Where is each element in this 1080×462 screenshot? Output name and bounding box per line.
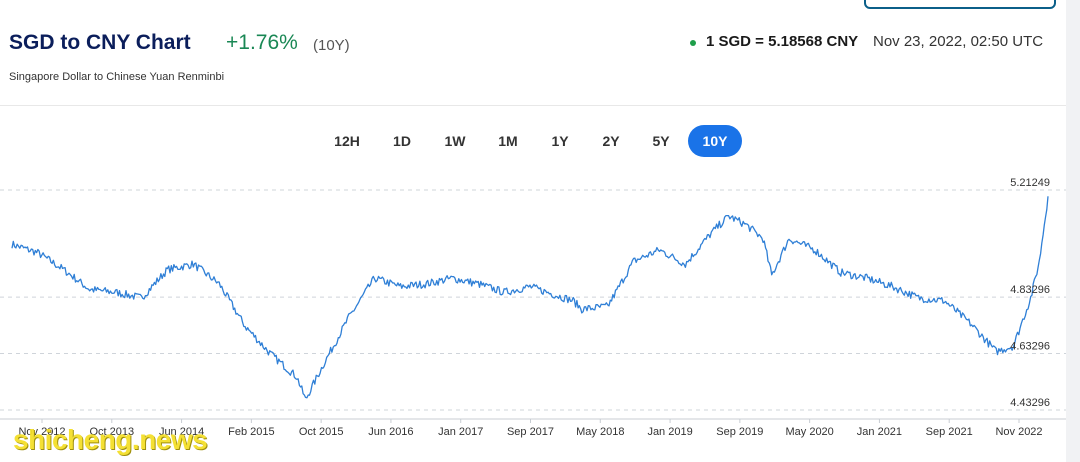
y-tick-label: 4.43296	[1010, 397, 1050, 409]
chart-title: SGD to CNY Chart	[9, 31, 191, 54]
tab-1m[interactable]: 1M	[498, 133, 518, 149]
x-tick-label: Feb 2015	[228, 426, 274, 438]
rate-timestamp: Nov 23, 2022, 02:50 UTC	[873, 33, 1044, 50]
live-status-dot-icon	[690, 40, 696, 46]
tab-12h[interactable]: 12H	[334, 133, 360, 149]
x-tick-label: Oct 2013	[89, 426, 134, 438]
tab-5y[interactable]: 5Y	[652, 133, 670, 149]
y-tick-label: 4.63296	[1010, 341, 1050, 353]
tab-1d[interactable]: 1D	[393, 133, 411, 149]
x-tick-label: Jan 2017	[438, 426, 483, 438]
x-tick-label: May 2020	[785, 426, 833, 438]
price-line-chart[interactable]: 5.21249 4.83296 4.63296 4.43296 Nov 2012 Oct …	[0, 170, 1066, 462]
x-tick-label: Sep 2017	[507, 426, 554, 438]
exchange-rate: 1 SGD = 5.18568 CNY	[706, 33, 859, 50]
x-tick-label: Jan 2021	[857, 426, 902, 438]
y-tick-label: 4.83296	[1010, 284, 1050, 296]
x-tick-label: Jun 2016	[368, 426, 413, 438]
y-tick-label: 5.21249	[1010, 177, 1050, 189]
x-tick-label: Jun 2014	[159, 426, 204, 438]
x-tick-label: Sep 2019	[716, 426, 763, 438]
x-tick-label: Nov 2012	[18, 426, 65, 438]
tab-2y[interactable]: 2Y	[602, 133, 620, 149]
header-divider	[0, 105, 1066, 106]
page-scroll-strip	[1066, 0, 1080, 462]
x-tick-label: May 2018	[576, 426, 624, 438]
x-tick-label: Jan 2019	[647, 426, 692, 438]
percent-change: +1.76%	[226, 31, 298, 54]
tab-10y[interactable]: 10Y	[688, 125, 742, 157]
tab-1w[interactable]: 1W	[444, 133, 466, 149]
x-tick-label: Nov 2022	[995, 426, 1042, 438]
tab-1y[interactable]: 1Y	[551, 133, 569, 149]
change-period: (10Y)	[313, 37, 350, 54]
top-action-button[interactable]	[864, 0, 1056, 9]
x-tick-label: Sep 2021	[926, 426, 973, 438]
series-line	[11, 196, 1049, 399]
pair-description: Singapore Dollar to Chinese Yuan Renminb…	[9, 71, 225, 83]
x-tick-label: Oct 2015	[299, 426, 344, 438]
